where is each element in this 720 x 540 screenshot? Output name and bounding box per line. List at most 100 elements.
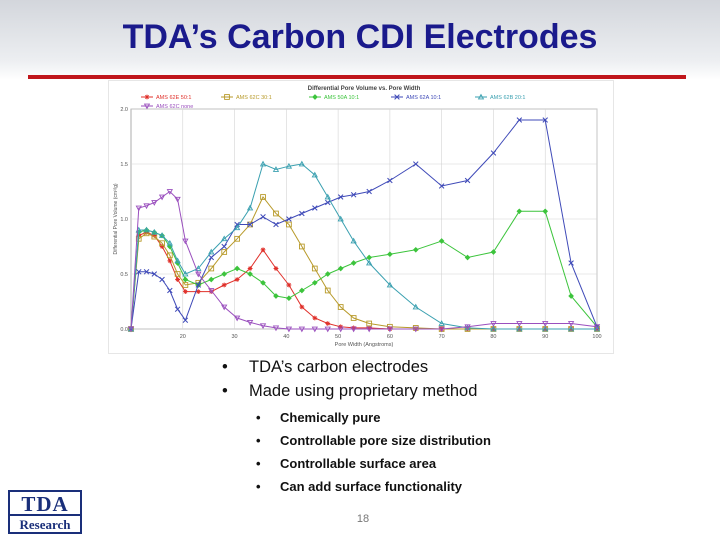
data-point <box>366 320 373 327</box>
data-point <box>387 251 393 258</box>
sub-bullet-glyph: • <box>256 479 261 494</box>
data-point <box>273 266 279 271</box>
data-point <box>195 271 202 278</box>
data-point <box>174 306 181 312</box>
data-point <box>285 162 293 169</box>
data-point <box>158 232 166 238</box>
x-tick-label: 70 <box>439 334 445 340</box>
data-point <box>324 287 331 294</box>
data-point <box>285 326 293 333</box>
legend-label: AMS 62C none <box>156 104 193 110</box>
data-point <box>151 228 158 235</box>
data-point <box>568 260 574 266</box>
page-number: 18 <box>356 513 370 525</box>
data-point <box>175 277 180 282</box>
data-point <box>208 254 215 261</box>
chart-svg: 20 30 40 50 60 70 80 90 100 0.0 0.5 1.0 1.5 2.0 Pore W… <box>113 86 602 348</box>
data-point <box>366 259 373 266</box>
legend-label: AMS 62C 30:1 <box>236 95 272 101</box>
x-tick-label: 90 <box>542 334 548 340</box>
data-point <box>337 326 344 333</box>
data-point <box>299 210 305 217</box>
data-point <box>272 166 280 172</box>
data-point <box>144 94 150 100</box>
data-point <box>167 287 173 294</box>
data-point <box>394 94 400 100</box>
data-point <box>366 188 372 195</box>
data-point <box>412 326 419 333</box>
data-point <box>386 281 394 288</box>
data-point <box>272 325 280 332</box>
data-point <box>311 171 318 178</box>
data-point <box>337 304 344 310</box>
data-point <box>135 205 142 212</box>
title-divider <box>28 75 686 79</box>
sub-bullet-item: • Controllable surface area <box>222 455 642 478</box>
data-point <box>311 326 318 333</box>
data-point <box>208 289 214 294</box>
data-point <box>127 326 135 333</box>
sub-bullet-glyph: • <box>256 433 261 448</box>
chart-title: Differential Pore Volume vs. Pore Width <box>308 86 421 92</box>
data-point <box>438 183 445 189</box>
data-point <box>151 200 158 206</box>
y-axis-label: Differential Pore Volume (cm³/g) <box>113 183 119 254</box>
y-tick-label: 1.5 <box>120 162 128 168</box>
sub-bullet-text: Controllable pore size distribution <box>280 433 491 448</box>
data-point <box>351 325 357 331</box>
data-point <box>542 325 549 332</box>
data-point <box>195 265 202 271</box>
x-axis-label: Pore Width (Angstroms) <box>335 342 394 348</box>
data-point <box>208 288 215 294</box>
data-point <box>593 325 601 332</box>
bullet-item: • Made using proprietary method <box>222 381 642 405</box>
pore-volume-chart: 20 30 40 50 60 70 80 90 100 0.0 0.5 1.0 1.5 2.0 Pore W… <box>108 80 614 354</box>
sub-bullet-text: Can add surface functionality <box>280 479 463 494</box>
data-point <box>542 321 549 327</box>
y-tick-label: 2.0 <box>120 107 128 113</box>
data-point <box>464 177 471 184</box>
x-tick-label: 80 <box>490 334 496 340</box>
data-point <box>387 177 393 184</box>
data-point <box>464 254 471 261</box>
data-point <box>490 249 497 255</box>
data-point <box>312 205 318 211</box>
data-point <box>350 315 357 321</box>
legend-label: AMS 62A 10:1 <box>406 95 441 101</box>
sub-bullet-item: • Controllable pore size distribution <box>222 432 642 455</box>
data-point <box>325 199 331 206</box>
data-point <box>166 189 173 195</box>
data-point <box>516 117 523 123</box>
data-point <box>298 160 306 167</box>
data-point <box>366 325 372 331</box>
data-point <box>221 243 227 250</box>
data-point <box>260 214 266 220</box>
y-tick-label: 0.0 <box>120 327 128 333</box>
data-point <box>182 238 189 245</box>
data-point <box>299 287 305 294</box>
data-point <box>259 323 267 330</box>
data-point <box>412 246 419 253</box>
data-point <box>182 317 189 323</box>
data-point <box>143 103 151 110</box>
data-point <box>221 282 227 288</box>
data-point <box>337 194 344 200</box>
data-point <box>182 270 189 277</box>
data-point <box>159 276 165 283</box>
data-point <box>208 265 215 272</box>
data-point <box>350 192 357 198</box>
data-point <box>516 321 523 327</box>
data-point <box>516 208 523 215</box>
data-point <box>464 324 471 331</box>
data-point <box>490 150 497 156</box>
data-point <box>195 289 201 294</box>
y-tick-label: 0.5 <box>120 272 128 278</box>
sub-bullet-text: Chemically pure <box>280 410 381 425</box>
data-point <box>221 235 228 242</box>
data-point <box>286 221 292 228</box>
data-point <box>299 243 305 250</box>
bullet-glyph: • <box>222 358 228 376</box>
data-point <box>247 271 253 277</box>
bullet-text: Made using proprietary method <box>249 382 478 400</box>
sub-bullet-text: Controllable surface area <box>280 456 437 471</box>
